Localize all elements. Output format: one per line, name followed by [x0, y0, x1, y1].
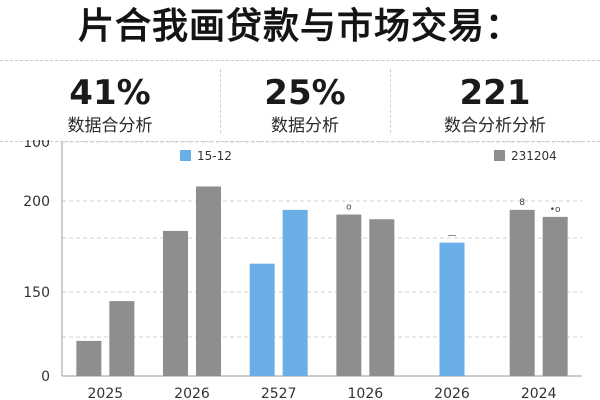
stat-divider — [390, 69, 391, 133]
data-label: o — [346, 203, 352, 213]
stat-label-1: 数据合分析 — [67, 116, 153, 136]
legend-swatch — [180, 150, 191, 161]
data-label: 8 — [519, 198, 525, 208]
bar — [439, 242, 465, 376]
x-tick-label: 2026 — [174, 386, 210, 400]
data-label: — — [448, 231, 457, 241]
y-tick-label: 0 — [41, 369, 50, 385]
x-tick-label: 2527 — [261, 386, 297, 400]
stat-card-1: 41% 数据合分析 — [0, 61, 220, 141]
bar — [282, 209, 308, 376]
stat-value-3: 221 — [459, 73, 531, 113]
stat-label-2: 数据分析 — [271, 116, 339, 136]
stat-value-1: 41% — [69, 73, 151, 113]
y-tick-label: 200 — [23, 194, 50, 210]
x-tick-label: 2026 — [434, 386, 470, 400]
bar — [76, 340, 102, 376]
stat-card-3: 221 数合分析分析 — [390, 61, 600, 141]
x-tick-label: 2025 — [88, 386, 124, 400]
bar — [509, 209, 535, 376]
page-title: 片合我画贷款与市场交易： — [77, 6, 522, 47]
data-label: •o — [550, 205, 561, 215]
stat-value-2: 25% — [264, 73, 346, 113]
bar — [369, 219, 395, 376]
bar — [542, 216, 568, 376]
legend-label: 15-12 — [197, 149, 232, 163]
bar — [336, 214, 362, 376]
y-tick-label: 100 — [23, 140, 50, 151]
y-tick-label: 150 — [23, 285, 50, 301]
bar-chart: o — 8 •o 0 150 200 100 2025 2026 2527 1026 2026 2024… — [23, 140, 582, 400]
stat-card-2: 25% 数据分析 — [220, 61, 390, 141]
legend-swatch — [494, 150, 505, 161]
bar — [109, 301, 135, 376]
stat-divider — [220, 69, 221, 133]
legend-label: 231204 — [511, 149, 557, 163]
stats-band: 41% 数据合分析 25% 数据分析 221 数合分析分析 — [0, 60, 600, 142]
legend: 15-12 231204 — [180, 149, 557, 163]
bars-layer: o — 8 •o — [76, 186, 568, 376]
tick-labels: 0 150 200 100 2025 2026 2527 1026 2026 2024 — [23, 140, 556, 400]
x-tick-label: 2024 — [521, 386, 557, 400]
x-tick-label: 1026 — [348, 386, 384, 400]
bar — [163, 230, 188, 376]
grid-layer — [61, 141, 582, 377]
stat-label-3: 数合分析分析 — [444, 116, 546, 136]
bar — [249, 263, 275, 376]
bar — [196, 186, 221, 376]
